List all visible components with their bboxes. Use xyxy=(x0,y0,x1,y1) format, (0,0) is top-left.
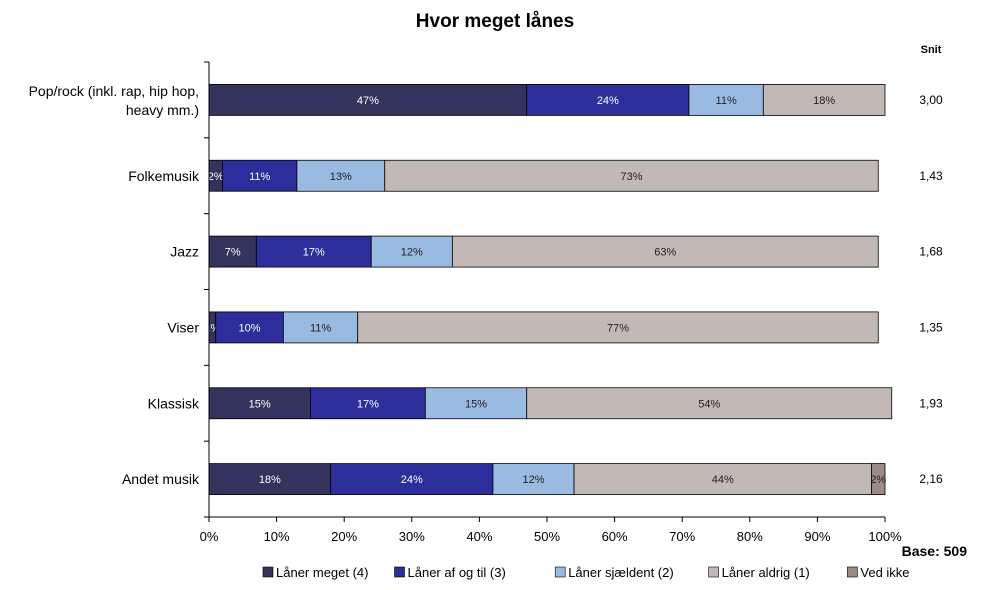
bar-segment xyxy=(330,463,494,495)
data-label: 7% xyxy=(225,247,241,259)
data-label: 13% xyxy=(330,171,352,183)
data-label: 10% xyxy=(239,322,261,334)
snit-header: Snit xyxy=(921,44,942,56)
snit-value: 2,16 xyxy=(919,472,943,486)
legend-label: Ved ikke xyxy=(860,565,909,580)
legend-swatch xyxy=(262,566,274,578)
legend-label: Låner af og til (3) xyxy=(408,565,506,580)
bar-segment xyxy=(762,84,886,116)
data-label: 12% xyxy=(401,247,423,259)
category-label: Viser xyxy=(167,319,199,335)
x-tick-label: 70% xyxy=(669,529,695,544)
bar-segment xyxy=(573,463,872,495)
legend: Låner meget (4) Låner af og til (3) Låner … xyxy=(262,565,910,580)
bars-layer: 47% 24% 11% 18%2% 11% 13% 73%7% 17% 12% 63%1% 10% 1… xyxy=(204,84,893,495)
data-label: 24% xyxy=(401,474,423,486)
x-tick-label: 20% xyxy=(331,529,357,544)
category-label: Klassisk xyxy=(148,395,200,411)
x-tick-label: 100% xyxy=(868,529,902,544)
legend-swatch xyxy=(554,566,566,578)
legend-swatch xyxy=(847,566,858,578)
bar-segment xyxy=(871,463,886,495)
legend-swatch xyxy=(708,566,719,578)
bar-segment xyxy=(222,159,298,192)
bar-segment xyxy=(492,463,575,495)
category-label: Folkemusik xyxy=(128,168,200,184)
bar-segment xyxy=(309,387,426,420)
bar-segment xyxy=(688,84,764,116)
x-tick-label: 10% xyxy=(264,529,290,544)
data-label: 44% xyxy=(712,474,734,486)
category-label: Jazz xyxy=(170,244,199,260)
data-label: 11% xyxy=(716,95,737,107)
data-label: 15% xyxy=(465,398,487,410)
bar-segment xyxy=(282,311,359,344)
x-tick-label: 30% xyxy=(399,529,425,544)
snit-value: 1,93 xyxy=(919,396,943,410)
bar-segment xyxy=(370,235,453,268)
snit-value: 1,43 xyxy=(919,169,943,183)
category-label: Pop/rock (inkl. rap, hip hop, heavy mm.) xyxy=(29,83,199,118)
bar-segment xyxy=(296,159,386,192)
chart-title: Hvor meget lånes xyxy=(416,11,574,32)
base-label: Base: 509 xyxy=(902,543,968,559)
legend-label: Låner sjældent (2) xyxy=(568,565,674,580)
legend-swatch xyxy=(394,566,405,578)
data-label: 12% xyxy=(522,474,544,486)
data-label: 15% xyxy=(249,398,271,410)
data-label: 11% xyxy=(249,171,270,183)
legend-label: Låner meget (4) xyxy=(276,565,369,580)
x-tick-label: 90% xyxy=(804,529,830,544)
data-label: 24% xyxy=(597,95,619,107)
data-label: 73% xyxy=(620,171,642,183)
data-label: 2% xyxy=(208,171,224,183)
snit-value: 1,68 xyxy=(919,245,943,259)
bar-segment xyxy=(526,387,893,420)
data-label: 54% xyxy=(698,398,720,410)
data-label: 63% xyxy=(654,247,676,259)
bar-segment xyxy=(384,159,879,192)
bar-segment xyxy=(451,235,879,268)
data-label: 17% xyxy=(357,398,379,410)
data-label: 47% xyxy=(357,95,379,107)
bar-segment xyxy=(526,84,690,116)
x-tick-label: 40% xyxy=(466,529,492,544)
x-tick-label: 0% xyxy=(200,529,219,544)
data-label: 11% xyxy=(310,322,331,334)
category-label: Andet musik xyxy=(122,471,200,487)
bar-segment xyxy=(255,235,372,268)
data-label: 17% xyxy=(303,247,325,259)
legend-label: Låner aldrig (1) xyxy=(722,565,810,580)
x-tick-label: 50% xyxy=(534,529,560,544)
bar-segment xyxy=(424,387,528,420)
x-tick-label: 60% xyxy=(602,529,628,544)
x-tick-label: 80% xyxy=(737,529,763,544)
data-label: 2% xyxy=(870,474,886,486)
snit-value: 3,00 xyxy=(919,93,943,107)
bar-segment xyxy=(208,84,528,116)
bar-segment xyxy=(357,311,879,344)
data-label: 77% xyxy=(607,322,629,334)
axis-layer: 0% 10% 20% 30% 40% 50% 60% 70% 80% 90% 100% Pop/roc… xyxy=(29,61,943,544)
snit-value: 1,35 xyxy=(919,320,943,334)
data-label: 18% xyxy=(813,95,835,107)
data-label: 18% xyxy=(259,474,281,486)
